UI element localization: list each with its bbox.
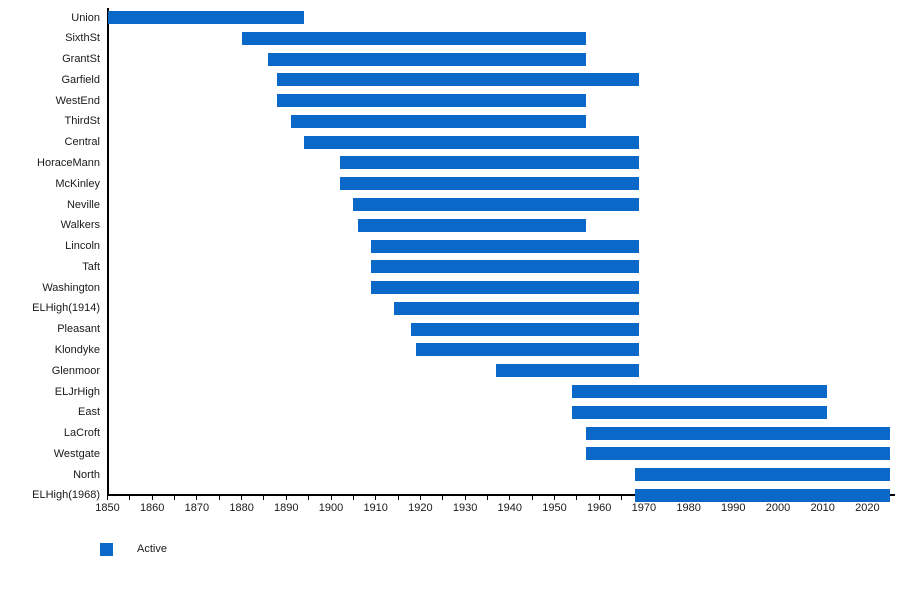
x-axis-tick-1880 (241, 495, 243, 500)
x-axis-tick-label-1960: 1960 (586, 502, 612, 514)
x-axis-tick-1860 (151, 495, 153, 500)
x-axis-tick-label-1950: 1950 (542, 502, 567, 514)
x-axis-tick-1875 (218, 495, 220, 500)
x-axis-tick-label-1900: 1900 (318, 502, 344, 514)
y-axis-label-east: East (77, 406, 100, 419)
x-axis-tick-1900 (330, 495, 332, 500)
y-axis-label-westgate: Westgate (53, 447, 100, 460)
y-axis-label-north: North (73, 468, 100, 481)
x-axis-tick-1960 (598, 495, 600, 500)
bar-sixthst (241, 31, 586, 45)
y-axis-label-glenmoor: Glenmoor (51, 364, 100, 377)
y-axis-label-eljrhigh: ELJrHigh (54, 385, 100, 398)
x-axis-tick-1935 (486, 495, 488, 500)
bar-grantst (268, 52, 586, 66)
x-axis-tick-1955 (576, 495, 578, 500)
x-axis-tick-label-1860: 1860 (139, 502, 165, 514)
x-axis-tick-label-1910: 1910 (363, 502, 388, 514)
x-axis-tick-label-1990: 1990 (721, 502, 746, 514)
y-axis-label-washington: Washington (42, 281, 100, 294)
bar-eljrhigh (572, 385, 828, 399)
bar-lincoln (371, 239, 640, 253)
bar-lacroft (585, 426, 890, 440)
x-axis-tick-1855 (129, 495, 131, 500)
legend: Active (100, 542, 167, 556)
x-axis-tick-label-1970: 1970 (631, 502, 657, 514)
x-axis-tick-label-2000: 2000 (765, 502, 791, 514)
x-axis-tick-label-1870: 1870 (184, 502, 210, 514)
x-axis-tick-label-2010: 2010 (810, 502, 835, 514)
y-axis-label-klondyke: Klondyke (54, 343, 100, 356)
bar-elhigh-1968 (634, 488, 890, 502)
x-axis-tick-2025 (889, 495, 891, 500)
x-axis-tick-1915 (397, 495, 399, 500)
x-axis-tick-1885 (263, 495, 265, 500)
bar-neville (353, 198, 640, 212)
x-axis-tick-label-1980: 1980 (676, 502, 701, 514)
x-axis-tick-1940 (509, 495, 511, 500)
x-axis-tick-1930 (464, 495, 466, 500)
x-axis-tick-label-1880: 1880 (229, 502, 254, 514)
x-axis-tick-label-1930: 1930 (452, 502, 478, 514)
y-axis-label-grantst: GrantSt (62, 53, 100, 66)
y-axis-label-union: Union (71, 11, 100, 24)
x-axis-tick-1945 (531, 495, 533, 500)
bar-central (304, 135, 640, 149)
y-axis-label-mckinley: McKinley (55, 177, 100, 190)
bar-taft (371, 260, 640, 274)
x-axis-tick-1925 (442, 495, 444, 500)
legend-swatch-active (100, 542, 113, 556)
bar-klondyke (415, 343, 640, 357)
bar-horacemann (339, 156, 640, 170)
bar-elhigh-1914 (393, 301, 640, 315)
bar-mckinley (339, 177, 640, 191)
x-axis-tick-label-1920: 1920 (408, 502, 433, 514)
y-axis-label-pleasant: Pleasant (57, 323, 100, 336)
bar-westend (277, 94, 586, 108)
y-axis-label-elhigh-1914: ELHigh(1914) (32, 302, 100, 315)
x-axis-tick-1895 (308, 495, 310, 500)
bar-washington (371, 281, 640, 295)
x-axis-tick-label-1850: 1850 (95, 502, 120, 514)
x-axis-tick-1865 (174, 495, 176, 500)
x-axis-tick-1910 (375, 495, 377, 500)
x-axis-tick-1850 (107, 495, 108, 500)
y-axis-label-neville: Neville (66, 198, 100, 211)
bar-east (572, 405, 828, 419)
bar-pleasant (411, 322, 640, 336)
y-axis-line (107, 8, 109, 496)
x-axis-tick-1950 (554, 495, 555, 500)
bar-union (107, 11, 305, 24)
y-axis-label-horacemann: HoraceMann (37, 156, 100, 169)
x-axis-tick-label-2020: 2020 (855, 502, 880, 514)
y-axis-label-thirdst: ThirdSt (64, 115, 100, 128)
x-axis-tick-label-1940: 1940 (497, 502, 523, 514)
x-axis-tick-1920 (419, 495, 421, 500)
bar-north (634, 468, 890, 482)
y-axis-label-lincoln: Lincoln (65, 240, 100, 253)
bar-glenmoor (496, 364, 640, 378)
x-axis-tick-1965 (621, 495, 623, 500)
y-axis-label-elhigh-1968: ELHigh(1968) (32, 489, 100, 502)
legend-label-active: Active (137, 542, 167, 555)
x-axis-tick-1870 (196, 495, 198, 500)
x-axis-tick-1890 (285, 495, 287, 500)
bar-westgate (585, 447, 890, 461)
y-axis-label-sixthst: SixthSt (65, 32, 100, 45)
y-axis-label-garfield: Garfield (61, 73, 100, 86)
bar-walkers (357, 218, 586, 232)
y-axis-label-westend: WestEnd (55, 94, 100, 107)
x-axis-line (107, 494, 895, 496)
y-axis-label-central: Central (64, 136, 100, 149)
x-axis-tick-1905 (352, 495, 354, 500)
y-axis-label-walkers: Walkers (60, 219, 100, 232)
bar-garfield (277, 73, 640, 87)
y-axis-label-lacroft: LaCroft (63, 427, 100, 440)
bar-thirdst (290, 114, 586, 128)
x-axis-tick-label-1890: 1890 (274, 502, 299, 514)
y-axis-label-taft: Taft (82, 260, 100, 273)
